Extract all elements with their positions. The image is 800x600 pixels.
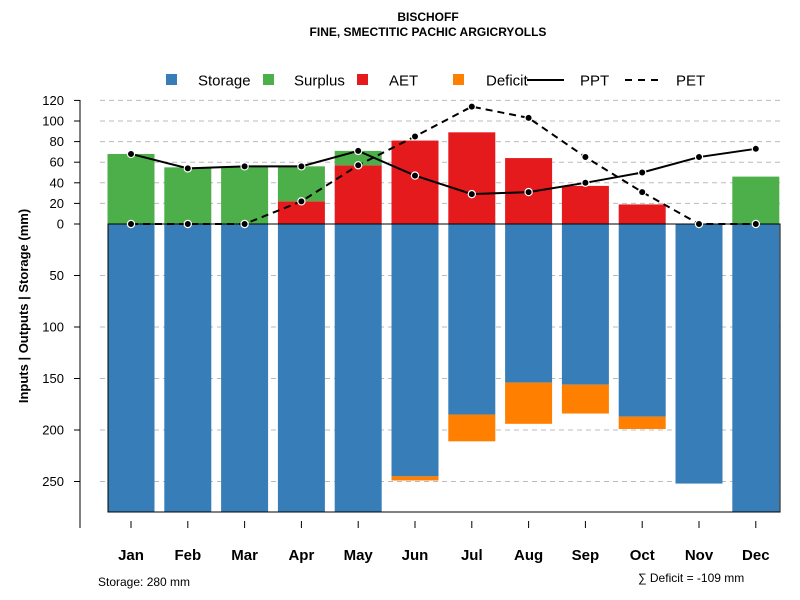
ppt-point bbox=[297, 162, 306, 171]
storage-bar bbox=[277, 224, 325, 513]
ppt-point bbox=[751, 144, 761, 154]
pet-line bbox=[131, 105, 756, 225]
x-axis: Jan Feb Mar Apr May Jun Jul Aug Sep Oct Nov Dec bbox=[118, 521, 770, 564]
storage-bar bbox=[448, 224, 496, 415]
aet-bar bbox=[334, 165, 382, 224]
storage-bar bbox=[675, 224, 723, 484]
month-label: Oct bbox=[630, 547, 655, 564]
legend-swatch bbox=[263, 74, 274, 85]
chart-subtitle: FINE, SMECTITIC PACHIC ARGICRYOLLS bbox=[310, 25, 547, 39]
y-tick-label: 20 bbox=[50, 196, 64, 211]
aet-bar bbox=[391, 140, 439, 224]
aet-bar bbox=[561, 185, 609, 224]
y-tick-label: 50 bbox=[50, 268, 64, 283]
ppt-point bbox=[524, 187, 533, 197]
y-axis: 0 20 40 60 80 100 120 50 100 150 200 250 bbox=[42, 93, 81, 528]
surplus-bar bbox=[732, 176, 780, 224]
month-label: Nov bbox=[685, 547, 714, 564]
storage-bar bbox=[505, 224, 553, 383]
legend-label: PPT bbox=[580, 73, 609, 90]
month-label: Aug bbox=[514, 547, 543, 564]
legend-swatch bbox=[166, 74, 177, 85]
month-label: Sep bbox=[572, 547, 600, 564]
storage-bar bbox=[107, 224, 155, 513]
surplus-bar bbox=[107, 153, 155, 224]
y-tick-label: 150 bbox=[42, 371, 64, 386]
y-tick-label: 120 bbox=[42, 93, 64, 108]
deficit-bar bbox=[505, 382, 553, 424]
legend-swatch bbox=[453, 74, 464, 85]
pet-point bbox=[183, 219, 192, 229]
month-label: Jul bbox=[461, 547, 483, 564]
bars bbox=[107, 132, 780, 513]
pet-point bbox=[581, 152, 590, 162]
deficit-bar bbox=[448, 414, 496, 442]
ppt-point bbox=[467, 189, 476, 199]
y-tick-label: 200 bbox=[42, 423, 64, 438]
month-label: May bbox=[344, 547, 374, 564]
surplus-bar bbox=[277, 166, 325, 202]
pet-point bbox=[694, 219, 704, 229]
pet-point bbox=[524, 113, 533, 123]
y-tick-label: 60 bbox=[50, 155, 64, 170]
month-label: Jan bbox=[118, 547, 144, 564]
y-tick-label: 250 bbox=[42, 474, 64, 489]
y-tick-label: 0 bbox=[57, 217, 64, 232]
legend-label: Deficit bbox=[486, 73, 529, 90]
storage-bar bbox=[561, 224, 609, 385]
pet-point bbox=[240, 219, 249, 229]
ppt-point bbox=[240, 162, 249, 171]
pet-point bbox=[751, 219, 761, 229]
ppt-line bbox=[130, 147, 756, 196]
legend-label: PET bbox=[676, 73, 705, 90]
ppt-point bbox=[126, 149, 136, 159]
storage-bar bbox=[221, 224, 269, 513]
ppt-point bbox=[354, 146, 363, 156]
y-tick-label: 80 bbox=[50, 134, 64, 149]
month-label: Jun bbox=[402, 547, 429, 564]
series-lines bbox=[126, 102, 761, 229]
ppt-point bbox=[410, 171, 420, 180]
pet-point bbox=[126, 219, 136, 229]
ppt-point bbox=[638, 168, 647, 177]
y-axis-label: Inputs | Outputs | Storage (mm) bbox=[16, 209, 31, 403]
deficit-bar bbox=[561, 384, 609, 414]
aet-bar bbox=[448, 132, 496, 224]
deficit-bar bbox=[391, 476, 439, 481]
pet-point bbox=[297, 197, 306, 206]
month-label: Dec bbox=[742, 547, 770, 564]
legend: Storage Surplus AET Deficit PPT PET bbox=[166, 73, 705, 90]
storage-bar bbox=[732, 224, 780, 513]
month-label: Mar bbox=[231, 547, 258, 564]
y-tick-label: 100 bbox=[42, 114, 64, 129]
pet-point bbox=[467, 102, 476, 111]
pet-point bbox=[354, 161, 363, 170]
pet-point bbox=[638, 187, 647, 197]
surplus-bar bbox=[164, 167, 212, 224]
storage-bar bbox=[164, 224, 212, 513]
deficit-note: ∑ Deficit = -109 mm bbox=[638, 571, 744, 585]
pet-point bbox=[410, 132, 420, 141]
storage-bar bbox=[618, 224, 666, 417]
storage-note: Storage: 280 mm bbox=[98, 575, 190, 589]
storage-bar bbox=[391, 224, 439, 477]
y-tick-label: 40 bbox=[50, 175, 64, 190]
month-label: Feb bbox=[174, 547, 201, 564]
plot-frame bbox=[107, 223, 781, 513]
legend-swatch bbox=[357, 74, 368, 85]
ppt-point bbox=[694, 152, 704, 162]
ppt-point bbox=[581, 178, 590, 187]
aet-bar bbox=[618, 204, 666, 224]
chart-title: BISCHOFF bbox=[397, 10, 458, 24]
month-label: Apr bbox=[288, 547, 314, 564]
y-tick-label: 100 bbox=[42, 320, 64, 335]
surplus-bar bbox=[221, 166, 269, 224]
ppt-point bbox=[183, 164, 192, 173]
legend-label: AET bbox=[389, 73, 418, 90]
legend-label: Storage bbox=[198, 73, 251, 90]
legend-label: Surplus bbox=[294, 73, 345, 90]
deficit-bar bbox=[618, 416, 666, 429]
storage-bar bbox=[334, 224, 382, 513]
